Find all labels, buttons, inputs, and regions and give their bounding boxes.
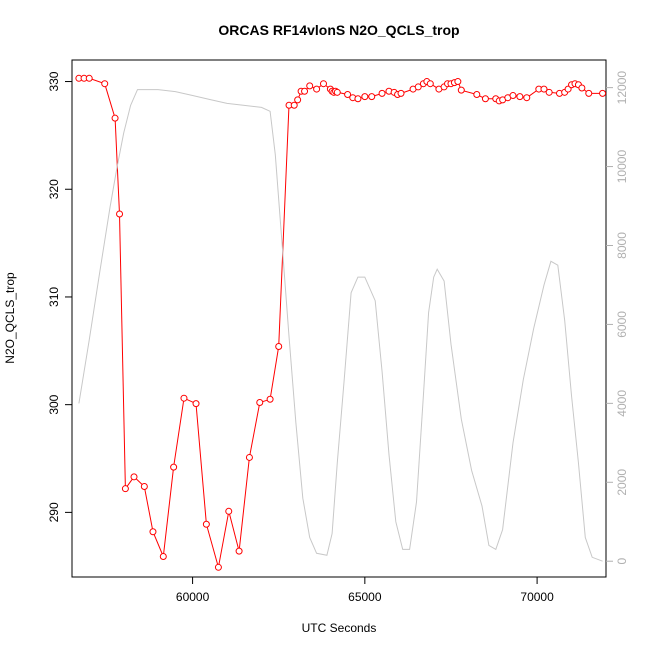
n2o-data-point (354, 95, 362, 103)
n2o-data-point (256, 399, 264, 407)
n2o-data-point (333, 88, 341, 96)
n2o-data-point (473, 90, 481, 98)
plot-frame (71, 59, 607, 578)
n2o-data-point (457, 86, 465, 94)
n2o-data-point (361, 93, 369, 101)
y-tick-label: 320 (47, 179, 61, 199)
n2o-data-point (454, 78, 462, 86)
y-tick-label: 310 (47, 287, 61, 307)
n2o-series-line (78, 77, 603, 568)
n2o-data-point (481, 95, 489, 103)
y-tick-label: 290 (47, 502, 61, 522)
n2o-data-point (225, 507, 233, 515)
y-tick-label: 300 (47, 394, 61, 414)
n2o-data-point (397, 89, 405, 97)
n2o-data-point (290, 101, 298, 109)
chart-title: ORCAS RF14vlonS N2O_QCLS_trop (218, 22, 459, 38)
n2o-data-point (85, 74, 93, 82)
y2-tick-label: 10000 (615, 150, 629, 184)
n2o-data-point (306, 82, 314, 90)
n2o-data-point (599, 89, 607, 97)
n2o-data-point (313, 85, 321, 93)
n2o-data-point (170, 463, 178, 471)
n2o-data-point (275, 343, 283, 351)
n2o-data-point (140, 483, 148, 491)
n2o-data-point (159, 553, 167, 561)
x-axis-label: UTC Seconds (302, 621, 377, 635)
n2o-data-point (344, 90, 352, 98)
n2o-data-point (319, 80, 327, 88)
n2o-data-point (509, 92, 517, 100)
n2o-data-point (101, 80, 109, 88)
y2-tick-label: 2000 (615, 469, 629, 496)
plot-area: 60000 65000 70000 290 300 310 320 330 0 2000 4000 6… (47, 59, 629, 604)
x-tick-label: 60000 (176, 590, 210, 604)
n2o-data-point (266, 395, 274, 403)
n2o-data-point (294, 96, 302, 104)
x-tick-label: 65000 (348, 590, 382, 604)
n2o-data-point (426, 80, 434, 88)
altitude-series-line (78, 89, 603, 562)
n2o-data-point (378, 89, 386, 97)
n2o-data-point (130, 473, 138, 481)
n2o-data-point (180, 394, 188, 402)
n2o-data-point (121, 485, 129, 493)
n2o-data-point (578, 84, 586, 92)
y-tick-label: 330 (47, 71, 61, 91)
n2o-data-point (111, 114, 119, 122)
y2-tick-label: 6000 (615, 311, 629, 338)
n2o-data-point (368, 93, 376, 101)
n2o-data-point (301, 87, 309, 95)
n2o-data-point (540, 85, 548, 93)
n2o-data-point (516, 93, 524, 101)
n2o-data-point (214, 563, 222, 571)
n2o-data-point (585, 89, 593, 97)
n2o-data-point (414, 83, 422, 91)
n2o-data-point (245, 453, 253, 461)
n2o-data-point (116, 210, 124, 218)
y2-tick-label: 4000 (615, 390, 629, 417)
y2-tick-label: 12000 (615, 71, 629, 105)
n2o-data-point (202, 520, 210, 528)
n2o-data-point (523, 94, 531, 102)
y2-tick-label: 0 (615, 558, 629, 565)
n2o-data-point (545, 88, 553, 96)
x-tick-label: 70000 (520, 590, 554, 604)
y2-tick-label: 8000 (615, 232, 629, 259)
n2o-data-point (192, 400, 200, 408)
n2o-data-point (149, 528, 157, 536)
y-axis-label: N2O_QCLS_trop (3, 272, 17, 364)
n2o-data-point (235, 547, 243, 555)
